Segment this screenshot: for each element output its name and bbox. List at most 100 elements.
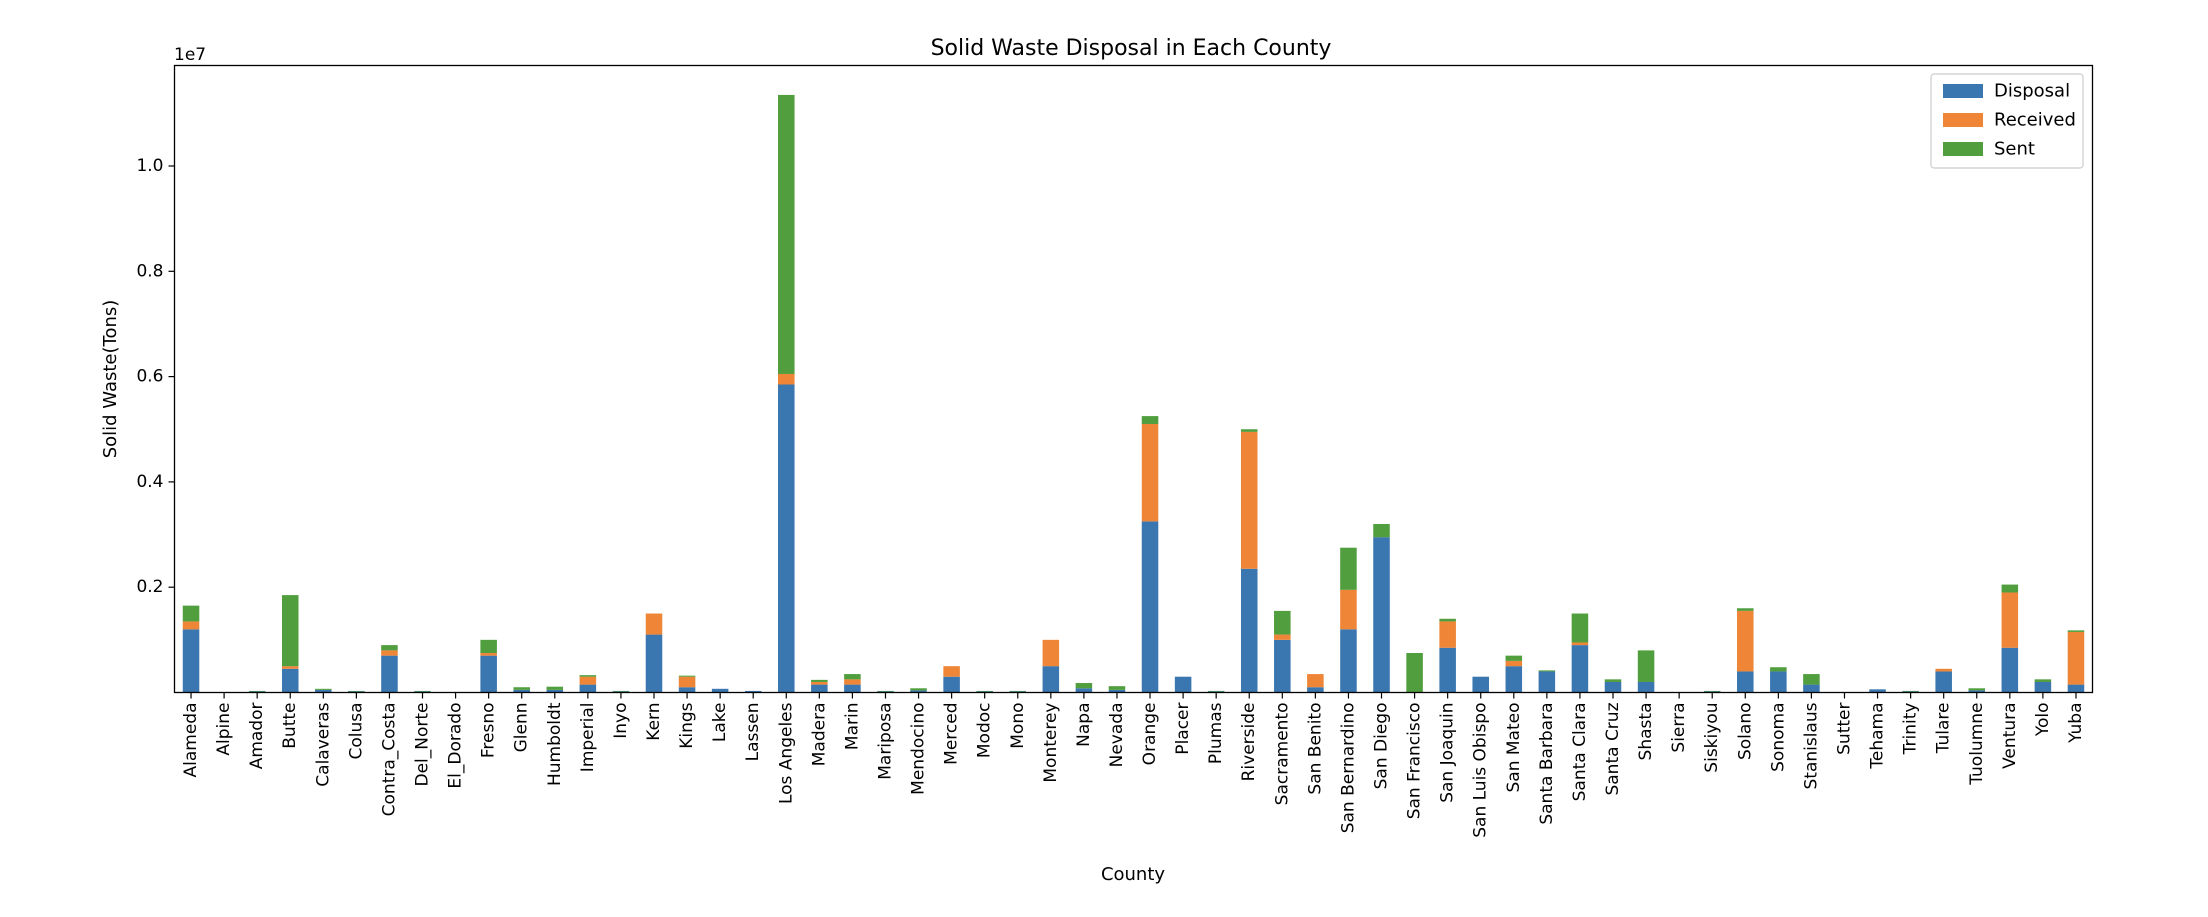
bar-disposal	[1042, 666, 1060, 693]
y-axis-ticks: 0.2 0.4 0.6 0.8 1.0	[136, 156, 175, 597]
bar-received	[1737, 610, 1754, 672]
x-tick-label: Siskiyou	[1702, 703, 1722, 773]
bar-sent	[315, 688, 332, 690]
bar-sent	[2034, 679, 2052, 682]
x-tick-label: Tehama	[1868, 703, 1888, 770]
bar-received	[480, 653, 497, 656]
x-tick-label: Sutter	[1834, 703, 1854, 755]
bar-sent	[1637, 650, 1655, 682]
x-tick-label: Napa	[1074, 703, 1094, 747]
y-tick-label: 0.6	[136, 367, 163, 387]
bar-sent	[612, 690, 630, 692]
bar-disposal	[1505, 666, 1523, 693]
y-tick-label: 0.2	[136, 577, 163, 597]
bar-sent	[811, 679, 828, 682]
y-offset-label: 1e7	[174, 45, 206, 65]
bar-disposal	[778, 384, 795, 693]
x-tick-label: Ventura	[2000, 703, 2020, 769]
bar-sent	[1340, 547, 1357, 590]
x-tick-label: Santa Barbara	[1537, 703, 1557, 825]
bar-received	[1439, 621, 1456, 648]
bar-received	[2067, 631, 2085, 685]
bar-sent	[844, 674, 861, 680]
bar-sent	[1240, 429, 1258, 432]
bar-sent	[1770, 667, 1787, 672]
x-tick-label: Placer	[1173, 702, 1193, 754]
y-axis-title: Solid Waste(Tons)	[100, 300, 121, 459]
bar-sent	[778, 94, 795, 374]
x-axis-title: County	[1101, 864, 1165, 885]
bar-sent	[1571, 613, 1589, 643]
legend-label-sent: Sent	[1994, 139, 2035, 160]
x-tick-label: Fresno	[479, 703, 499, 759]
x-tick-label: Solano	[1735, 703, 1755, 761]
bar-received	[1042, 639, 1060, 667]
bar-disposal	[1174, 676, 1192, 693]
bar-sent	[513, 687, 530, 690]
x-tick-label: Alpine	[214, 703, 234, 756]
bar-disposal	[579, 684, 597, 693]
bar-disposal	[1472, 676, 1489, 693]
bar-disposal	[2001, 647, 2019, 693]
bar-disposal	[1803, 684, 1820, 693]
bar-sent	[348, 690, 365, 692]
x-tick-label: San Benito	[1305, 703, 1325, 795]
bar-sent	[1902, 690, 1919, 692]
chart-title: Solid Waste Disposal in Each County	[931, 36, 1332, 61]
x-tick-label: Orange	[1140, 703, 1160, 766]
bar-sent	[976, 690, 993, 692]
bar-sent	[1373, 524, 1390, 538]
bar-disposal	[1307, 687, 1324, 693]
bar-disposal	[381, 655, 398, 693]
bar-disposal	[1637, 681, 1655, 693]
bar-received	[1935, 668, 1952, 672]
x-tick-label: Inyo	[611, 703, 631, 739]
bar-sent	[678, 675, 696, 677]
x-tick-label: San Bernardino	[1338, 703, 1358, 834]
x-tick-label: Contra_Costa	[379, 703, 399, 817]
bar-sent	[1538, 670, 1556, 672]
bar-sent	[1274, 610, 1291, 635]
bar-sent	[1968, 688, 1986, 691]
bar-sent	[1737, 608, 1754, 611]
bar-sent	[1075, 683, 1093, 689]
bar-disposal	[1571, 645, 1589, 693]
bar-disposal	[546, 689, 564, 693]
bar-sent	[546, 686, 564, 690]
bar-disposal	[2034, 681, 2052, 693]
x-tick-label: Shasta	[1636, 703, 1656, 761]
plot-frame	[173, 64, 2094, 694]
x-tick-label: Santa Cruz	[1603, 702, 1623, 795]
x-tick-label: Humboldt	[545, 702, 565, 786]
legend-swatch-received	[1943, 113, 1983, 127]
x-tick-label: Glenn	[512, 703, 532, 753]
bar-received	[844, 679, 861, 685]
x-tick-label: Tulare	[1934, 703, 1954, 755]
legend-swatch-sent	[1943, 142, 1983, 156]
bar-disposal	[943, 676, 960, 693]
x-tick-label: Calaveras	[313, 702, 333, 786]
bar-received	[182, 621, 200, 630]
bar-disposal	[1274, 639, 1291, 693]
bar-disposal	[1935, 671, 1952, 693]
x-tick-label: Monterey	[1041, 703, 1061, 783]
bar-disposal	[1075, 688, 1093, 693]
x-tick-label: Tuolumne	[1967, 703, 1987, 786]
bar-sent	[579, 675, 597, 677]
x-tick-label: Mendocino	[909, 703, 929, 795]
bar-sent	[381, 645, 398, 651]
y-tick-label: 0.4	[136, 472, 163, 492]
bar-sent	[1406, 653, 1423, 693]
bar-disposal	[1538, 671, 1556, 693]
x-tick-label: Butte	[280, 703, 300, 749]
bar-sent	[182, 605, 200, 622]
x-tick-label: San Francisco	[1405, 703, 1425, 820]
x-tick-label: Sierra	[1669, 703, 1689, 753]
bar-disposal	[1240, 568, 1258, 693]
x-tick-label: Amador	[247, 702, 267, 769]
bar-received	[1240, 431, 1258, 569]
bar-received	[281, 666, 299, 669]
x-tick-label: Sacramento	[1272, 703, 1292, 806]
x-tick-label: Kern	[644, 703, 664, 741]
